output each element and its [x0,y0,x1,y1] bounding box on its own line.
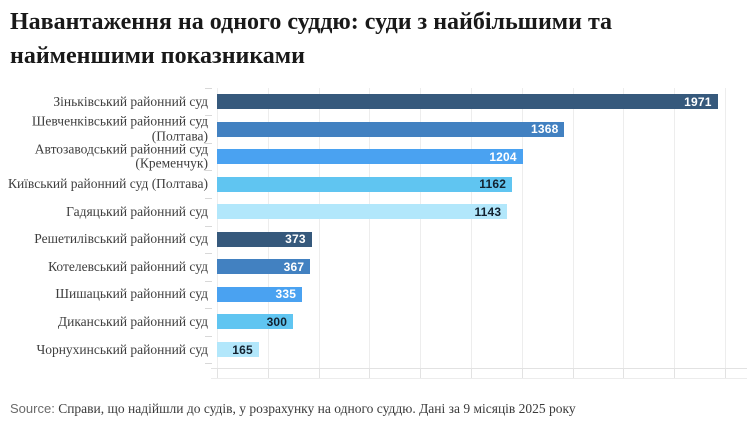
axis-bottom-tick [267,368,269,378]
source-line: Source: Справи, що надійшли до судів, у … [10,401,740,417]
gridline [369,88,371,368]
y-axis-tick [205,225,212,227]
category-label-line: (Полтава) [151,128,208,144]
category-label: Автозаводський районний суд (Кременчук) [0,141,208,171]
axis-bottom-tick [217,368,218,378]
y-axis-tick [205,170,212,172]
category-label-line: Автозаводський районний суд [34,141,208,157]
bar-value-label: 165 [232,342,253,357]
category-label: Чорнухинський районний суд [0,342,208,357]
category-label: Гадяцький районний суд [0,204,208,219]
bar-value-label: 1368 [530,122,559,137]
category-label: Київський районний суд (Полтава) [0,175,208,192]
category-label: Котелевський районний суд [0,258,208,275]
gridline [471,88,472,368]
bar-value-label: 1971 [684,94,712,109]
y-axis-tick [205,253,212,255]
y-axis-tick [205,363,212,365]
x-axis-line [211,368,747,369]
category-label-line: Гадяцький районний суд [66,203,208,219]
gridline [318,88,320,368]
gridline [521,88,523,368]
bar-value-label: 300 [266,314,288,329]
bar-value-label: 373 [285,232,306,247]
axis-bottom-tick [725,368,726,378]
category-label: Зіньківський районний суд [0,94,208,109]
axis-bottom-tick [674,368,676,378]
bar-value-label: 1204 [489,149,517,164]
category-label-line: Київський районний суд (Полтава) [7,175,208,191]
category-label-line: Шевченківський районний суд [31,113,208,129]
y-axis-tick [205,335,212,337]
gridline [623,88,625,368]
bar-value-label: 367 [283,259,305,274]
gridline [217,88,218,368]
axis-bottom-tick [420,368,422,378]
category-label: Решетилівський районний суд [0,231,208,247]
bar: 335 [217,286,303,302]
axis-bottom-tick [521,368,523,378]
source-prefix: Source: [10,401,55,416]
bar: 300 [217,314,294,330]
category-label-line: Котелевський районний суд [48,258,208,274]
bar: 367 [217,259,311,275]
bar: 1162 [217,176,513,192]
category-label: Диканський районний суд [0,313,208,330]
y-axis-tick [205,197,212,199]
source-text: Справи, що надійшли до судів, у розрахун… [58,401,576,416]
x-axis-outer-line [211,378,747,379]
y-axis-tick [205,87,212,89]
axis-bottom-tick [471,368,472,378]
axis-bottom-tick [369,368,371,378]
chart-title: Навантаження на одного суддю: суди з най… [10,9,613,69]
y-axis-tick [205,142,212,144]
gridline [572,88,574,368]
category-label-line: Зіньківський районний суд [53,93,208,109]
axis-bottom-tick [318,368,320,378]
axis-bottom-tick [572,368,574,378]
bar: 1971 [217,94,718,109]
category-label-line: Чорнухинський районний суд [36,341,208,357]
bar-value-label: 1162 [479,177,507,192]
category-label: Шевченківський районний суд (Полтава) [0,113,208,144]
gridline [725,88,726,368]
gridline [420,88,422,368]
bar-value-label: 1143 [474,204,502,219]
bar: 1143 [217,204,508,220]
category-label-line: Диканський районний суд [57,313,208,329]
category-label-line: Решетилівський районний суд [34,231,208,247]
y-axis-tick [205,308,212,310]
bar-chart: Зіньківський районний суд 1971 Шевченківсь… [0,87,750,390]
bar: 165 [217,342,259,358]
bar-value-label: 335 [275,287,297,302]
category-label: Шишацький районний суд [0,286,208,302]
axis-bottom-tick [623,368,625,378]
y-axis-tick [205,280,212,282]
y-axis-tick [205,115,212,117]
bar: 1204 [217,149,523,165]
bar: 373 [217,231,312,247]
gridline [674,88,676,368]
bar: 1368 [217,121,565,137]
category-label-line: (Кременчук) [135,155,208,171]
category-label-line: Шишацький районний суд [55,286,208,302]
gridline [267,88,269,368]
